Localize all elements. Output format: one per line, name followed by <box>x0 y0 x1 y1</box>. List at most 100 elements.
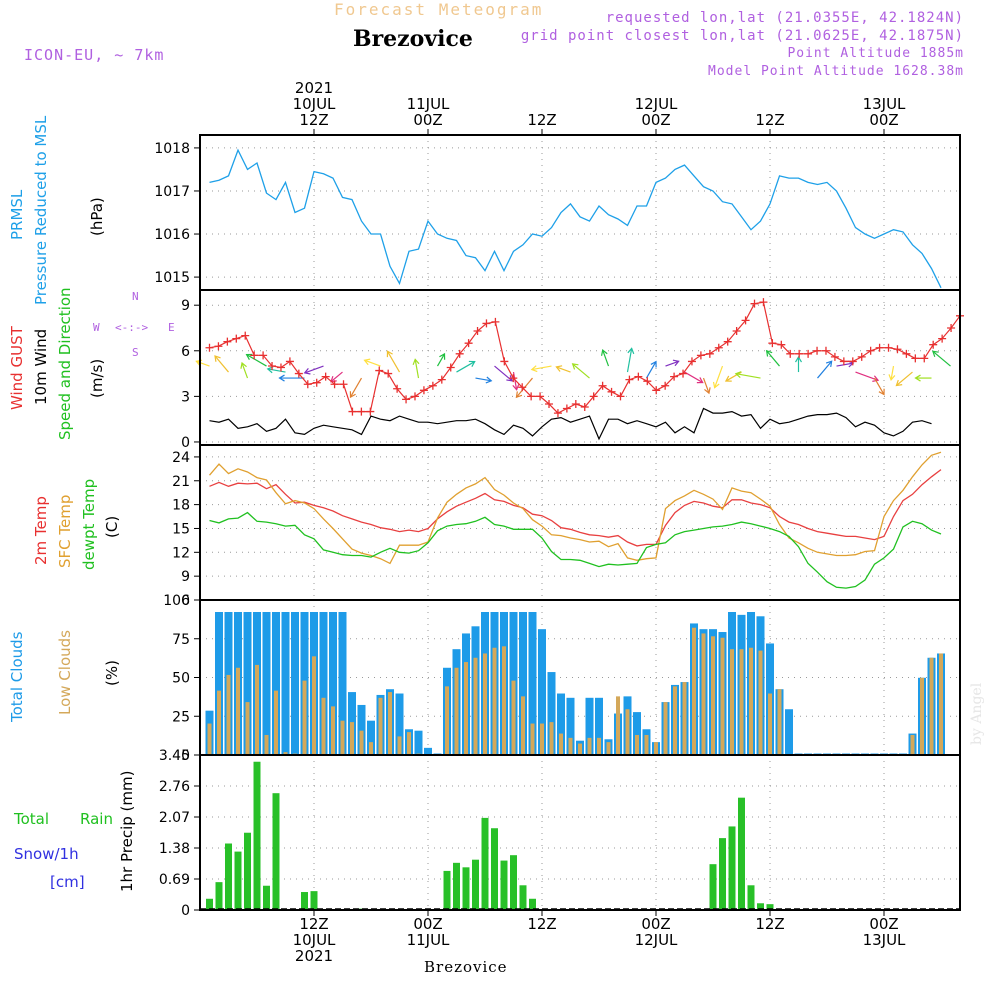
clouds-ytick-label-4: 100 <box>163 593 190 609</box>
wind-arrowhead-36 <box>888 374 896 381</box>
bottom-time-label-0-2: 2021 <box>295 947 333 965</box>
rain-bar-10 <box>301 892 308 910</box>
model-altitude: Model Point Altitude 1628.38m <box>708 64 964 79</box>
gust-point-63 <box>768 339 777 348</box>
low-cloud-bar-41 <box>597 737 601 755</box>
total-cloud-bar-6 <box>262 612 271 755</box>
top-time-label-0-2: 12Z <box>299 111 328 129</box>
top-time-label-5-1: 00Z <box>869 111 898 129</box>
wind-arrow-4 <box>267 368 286 373</box>
wind-arrow-9 <box>364 359 381 367</box>
top-time-label-1-1: 00Z <box>413 111 442 129</box>
gust-point-68 <box>813 346 822 355</box>
gust-point-28 <box>455 349 464 358</box>
low-cloud-bar-26 <box>454 667 459 755</box>
total-cloud-bar-17 <box>367 720 375 755</box>
wind-arrow-23 <box>645 361 657 379</box>
low-cloud-bar-59 <box>768 693 772 755</box>
low-cloud-bar-11 <box>312 656 316 755</box>
wind-arrow-15 <box>494 365 513 382</box>
wind-arrowhead-27 <box>712 381 720 389</box>
gust-point-24 <box>419 386 428 395</box>
low-cloud-bar-7 <box>274 690 278 755</box>
gust-point-40 <box>562 404 571 413</box>
bottom-time-label-3-0: 00Z <box>641 915 670 933</box>
rain-bar-56 <box>738 797 745 910</box>
gust-point-32 <box>491 317 500 326</box>
wind-arrow-18 <box>531 365 552 371</box>
low-cloud-bar-36 <box>549 722 554 755</box>
gust-point-41 <box>571 399 580 408</box>
low-cloud-bar-38 <box>568 737 573 755</box>
wind-arrowhead-8 <box>349 391 356 399</box>
compass-w: W <box>93 321 100 334</box>
gust-point-80 <box>920 354 929 363</box>
wind-arrow-33 <box>836 362 854 367</box>
gust-point-18 <box>366 407 375 416</box>
gridpoint-coords: grid point closest lon,lat (21.0625E, 42… <box>520 28 964 44</box>
low-cloud-bar-56 <box>739 649 744 755</box>
wind-arrow-10 <box>386 350 401 373</box>
total-cloud-bar-14 <box>338 612 347 755</box>
wind-arrow-28 <box>725 371 742 382</box>
low-cloud-bar-50 <box>682 682 687 755</box>
low-cloud-bar-12 <box>321 697 326 755</box>
low-cloud-bar-13 <box>331 706 335 755</box>
wind-arrowhead-32 <box>825 360 833 368</box>
low-cloud-bar-30 <box>492 647 497 755</box>
wind-arrowhead-14 <box>485 376 493 384</box>
dewpoint-line <box>209 511 942 589</box>
wind-arrowhead-31 <box>794 355 803 363</box>
gust-point-45 <box>607 387 616 396</box>
low-cloud-bar-8 <box>283 752 288 755</box>
wind-arrowhead-39 <box>931 350 939 357</box>
wind-arrowhead-15 <box>506 375 514 382</box>
low-cloud-bar-31 <box>502 646 506 755</box>
wind-arrowhead-18 <box>530 365 538 373</box>
wind-arrow-24 <box>665 360 679 367</box>
gust-point-73 <box>857 352 866 361</box>
total-cloud-bar-1 <box>215 612 223 755</box>
compass-s: S <box>132 346 139 359</box>
low-cloud-bar-42 <box>606 742 611 755</box>
rain-bar-54 <box>719 838 726 910</box>
precipitation-frame <box>199 754 961 911</box>
gust-point-46 <box>616 392 625 401</box>
wind-arrow-11 <box>414 359 420 379</box>
wind-arrow-25 <box>684 371 703 384</box>
temperature-ytick-label-1: 9 <box>181 569 190 585</box>
low-cloud-bar-28 <box>473 657 478 755</box>
low-cloud-bar-54 <box>720 637 725 755</box>
wind-arrowhead-35 <box>878 388 885 396</box>
wind-arrow-22 <box>626 348 633 373</box>
wind-arrow-1 <box>214 355 229 373</box>
gust-point-38 <box>545 399 554 408</box>
wind-arrowhead-34 <box>872 375 880 382</box>
gust-point-69 <box>821 346 830 355</box>
wind-ytick-label-2: 6 <box>181 344 190 360</box>
rain-bar-34 <box>529 898 536 910</box>
total-cloud-bar-36 <box>547 672 556 755</box>
pressure-ytick-label-0: 1015 <box>154 270 190 286</box>
compass-icon: N W <-:-> E S <box>92 290 180 360</box>
rain-bar-2 <box>225 843 232 910</box>
rain-bar-6 <box>263 885 270 910</box>
total-cloud-bar-38 <box>566 697 575 755</box>
gust-point-58 <box>723 337 732 346</box>
compass-e: E <box>168 321 175 334</box>
low-cloud-bar-19 <box>388 692 392 755</box>
gust-point-60 <box>741 316 750 325</box>
rain-bar-1 <box>215 882 223 910</box>
gust-point-54 <box>687 357 696 366</box>
rain-bar-0 <box>206 898 213 910</box>
low-cloud-bar-74 <box>910 734 915 755</box>
total-cloud-bar-8 <box>281 612 290 755</box>
total-cloud-bar-33 <box>519 612 527 755</box>
gust-point-59 <box>732 327 741 336</box>
bottom-time-label-1-0: 00Z <box>413 915 442 933</box>
total-cloud-bar-41 <box>595 697 603 755</box>
temperature-ytick-label-6: 24 <box>172 450 190 466</box>
bottom-time-label-0-1: 10JUL <box>293 931 336 949</box>
gust-point-19 <box>375 366 384 375</box>
